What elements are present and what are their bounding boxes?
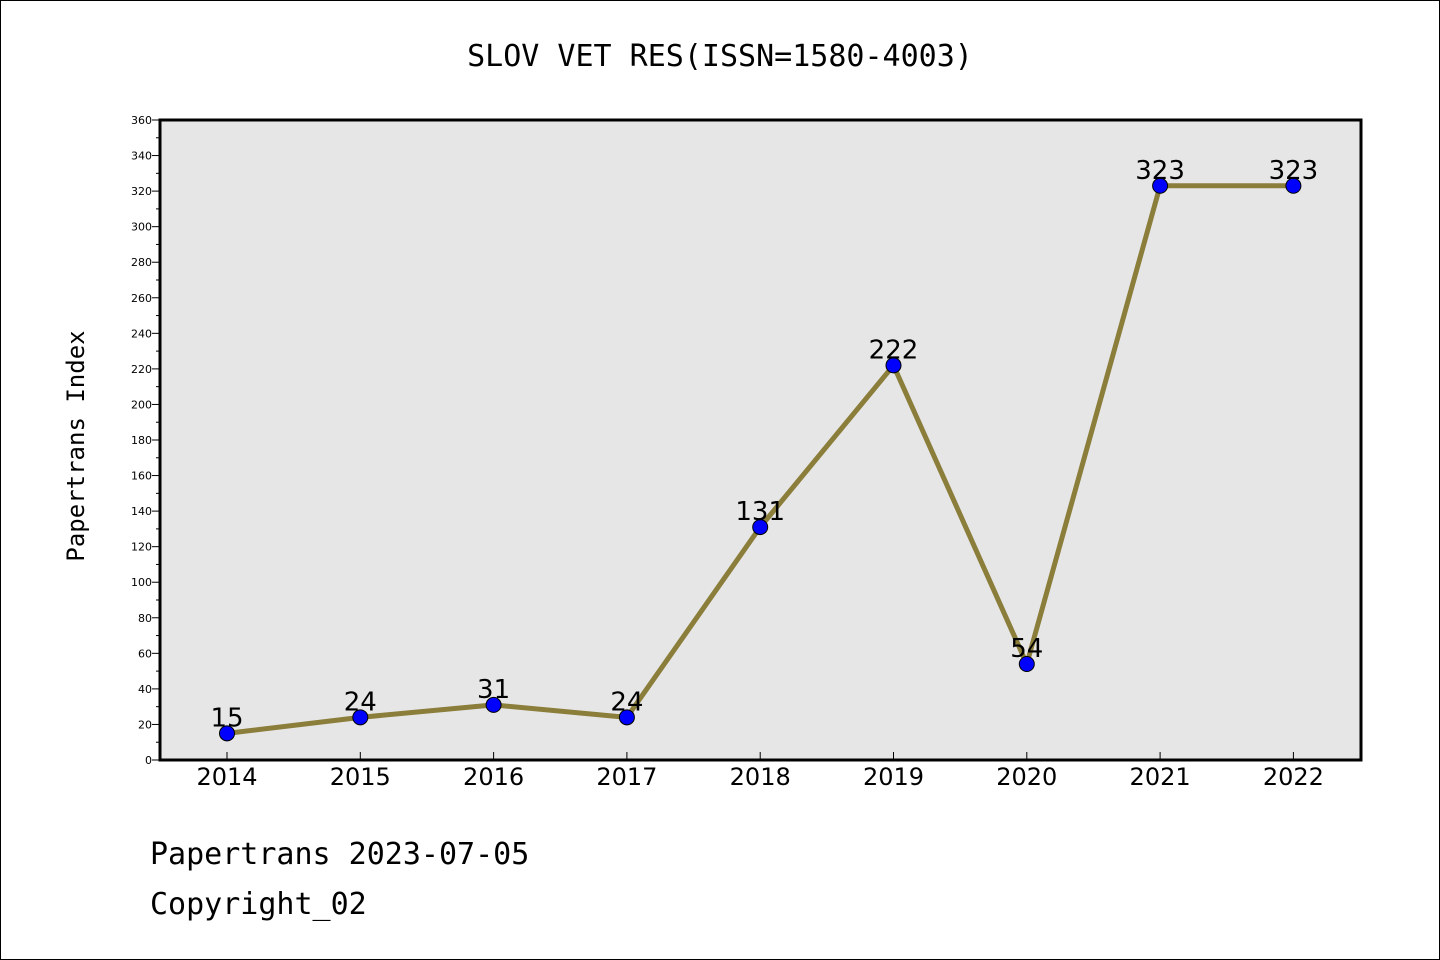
x-tick-label: 2017 bbox=[596, 763, 657, 791]
y-tick-label: 260 bbox=[131, 292, 152, 305]
data-label: 15 bbox=[210, 703, 243, 733]
chart-title: SLOV VET RES(ISSN=1580-4003) bbox=[467, 39, 973, 74]
data-point bbox=[1285, 177, 1302, 194]
y-tick-label: 20 bbox=[138, 718, 152, 731]
footer-copyright: Copyright_02 bbox=[150, 887, 367, 922]
data-label: 31 bbox=[477, 675, 510, 705]
y-tick-label: 220 bbox=[131, 363, 152, 376]
y-tick-label: 240 bbox=[131, 327, 152, 340]
data-label: 222 bbox=[869, 335, 919, 365]
data-point bbox=[219, 725, 235, 742]
x-tick-label: 2020 bbox=[996, 763, 1057, 791]
data-label: 54 bbox=[1010, 634, 1043, 664]
x-tick-label: 2016 bbox=[463, 763, 524, 791]
x-tick-label: 2015 bbox=[330, 763, 391, 791]
data-label: 323 bbox=[1135, 156, 1185, 186]
x-tick-label: 2014 bbox=[196, 763, 257, 791]
y-tick-label: 300 bbox=[131, 221, 152, 234]
data-point bbox=[885, 357, 902, 374]
y-tick-label: 280 bbox=[131, 256, 152, 269]
y-tick-label: 320 bbox=[131, 185, 152, 198]
y-tick-label: 360 bbox=[131, 114, 152, 127]
plot-area bbox=[158, 118, 1363, 762]
data-point bbox=[618, 709, 635, 726]
x-axis: 2014 2015 2016 2017 2018 2019 2020 2021 2022 bbox=[196, 752, 1324, 791]
y-axis: 0 20 40 60 80 100 120 140 160 180 200 220 240 260 280 3… bbox=[131, 114, 160, 767]
data-label: 24 bbox=[610, 687, 643, 717]
data-label: 323 bbox=[1269, 156, 1319, 186]
y-tick-label: 100 bbox=[131, 576, 152, 589]
data-point bbox=[1018, 656, 1035, 672]
x-tick-label: 2021 bbox=[1130, 763, 1191, 791]
data-label: 131 bbox=[735, 497, 785, 527]
y-tick-label: 160 bbox=[131, 470, 152, 483]
data-point bbox=[352, 709, 369, 726]
x-tick-label: 2019 bbox=[863, 763, 924, 791]
y-tick-label: 340 bbox=[131, 150, 152, 163]
data-point bbox=[1152, 177, 1169, 194]
x-tick-label: 2022 bbox=[1263, 763, 1324, 791]
y-tick-label: 40 bbox=[138, 683, 152, 696]
y-tick-label: 140 bbox=[131, 505, 152, 518]
data-point bbox=[485, 696, 502, 713]
y-tick-label: 120 bbox=[131, 541, 152, 554]
y-axis-label: Papertrans Index bbox=[62, 330, 90, 561]
y-tick-label: 60 bbox=[138, 647, 152, 660]
data-point bbox=[752, 519, 769, 536]
x-tick-label: 2018 bbox=[730, 763, 791, 791]
y-tick-label: 180 bbox=[131, 434, 152, 447]
y-tick-label: 80 bbox=[138, 612, 152, 625]
data-label: 24 bbox=[344, 687, 377, 717]
y-tick-label: 0 bbox=[145, 754, 152, 767]
footer-date: Papertrans 2023-07-05 bbox=[150, 837, 529, 872]
series-group: 15 24 31 24 131 222 54 323 323 bbox=[210, 156, 1319, 742]
y-tick-label: 200 bbox=[131, 398, 152, 411]
